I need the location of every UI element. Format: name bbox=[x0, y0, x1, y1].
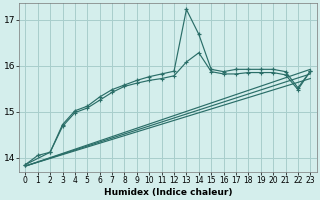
X-axis label: Humidex (Indice chaleur): Humidex (Indice chaleur) bbox=[104, 188, 232, 197]
